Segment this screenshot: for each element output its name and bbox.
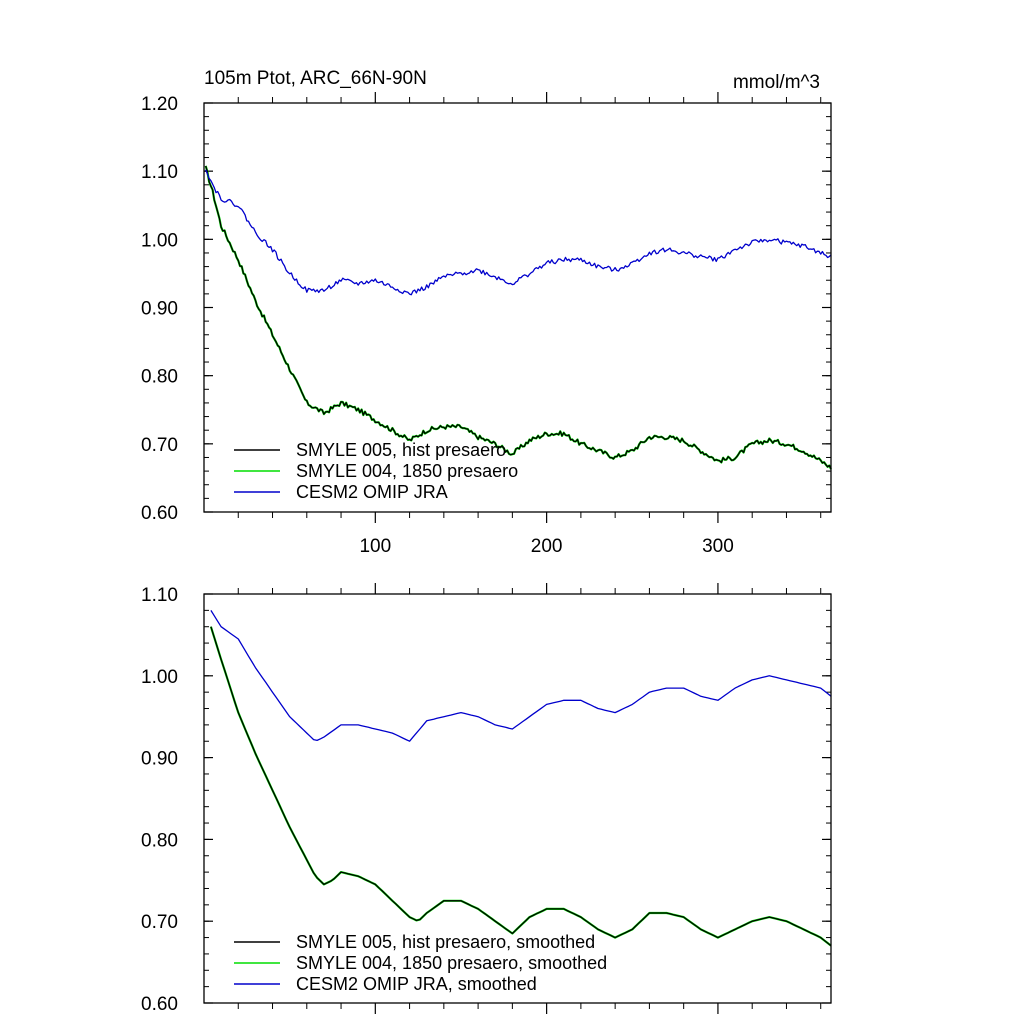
bottom-panel: 0.60 0.70 0.80 0.90 1.00 1.10 SMYLE 005, hist… xyxy=(141,583,832,1015)
y-tick-label: 1.10 xyxy=(141,585,178,606)
bottom-panel-legend: SMYLE 005, hist presaero, smoothedSMYLE … xyxy=(234,932,607,994)
top-panel: 105m Ptot, ARC_66N-90N mmol/m^3 0.60 0.70… xyxy=(141,68,832,557)
y-tick-label: 0.70 xyxy=(141,435,178,456)
legend-label: SMYLE 004, 1850 presaero xyxy=(296,461,518,481)
legend-label: SMYLE 005, hist presaero, smoothed xyxy=(296,932,595,952)
y-tick-label: 0.60 xyxy=(141,503,178,524)
x-tick-label: 300 xyxy=(702,536,734,557)
series-line-cesm2-omip-jra xyxy=(210,610,832,742)
x-tick-label: 100 xyxy=(359,536,391,557)
y-tick-label: 1.10 xyxy=(141,162,178,183)
y-tick-label: 1.00 xyxy=(141,667,178,688)
x-tick-label: 200 xyxy=(531,536,563,557)
y-tick-label: 0.80 xyxy=(141,830,178,851)
series-line-smyle-004 xyxy=(204,165,832,470)
y-tick-label: 1.20 xyxy=(141,94,178,115)
top-panel-units: mmol/m^3 xyxy=(733,72,820,93)
top-panel-frame xyxy=(203,102,832,513)
legend-label: CESM2 OMIP JRA xyxy=(296,482,448,502)
legend-label: CESM2 OMIP JRA, smoothed xyxy=(296,974,537,994)
top-panel-ticks: 0.60 0.70 0.80 0.90 1.00 1.10 1.20 100 200 300 xyxy=(141,92,831,557)
y-tick-label: 0.80 xyxy=(141,367,178,388)
y-tick-label: 0.90 xyxy=(141,749,178,770)
bottom-panel-ticks: 0.60 0.70 0.80 0.90 1.00 1.10 xyxy=(141,583,831,1015)
series-line-cesm2-omip-jra xyxy=(205,169,832,296)
y-tick-label: 0.90 xyxy=(141,299,178,320)
y-tick-label: 0.60 xyxy=(141,994,178,1015)
top-panel-series xyxy=(204,165,832,470)
bottom-panel-frame xyxy=(203,593,832,1004)
series-line-smyle-005 xyxy=(210,626,832,947)
top-panel-title: 105m Ptot, ARC_66N-90N xyxy=(204,68,427,89)
series-line-smyle-004 xyxy=(209,626,832,947)
legend-label: SMYLE 004, 1850 presaero, smoothed xyxy=(296,953,607,973)
legend-label: SMYLE 005, hist presaero xyxy=(296,440,506,460)
y-tick-label: 1.00 xyxy=(141,230,178,251)
bottom-panel-series xyxy=(209,610,832,947)
y-tick-label: 0.70 xyxy=(141,912,178,933)
series-line-smyle-005 xyxy=(205,165,832,470)
